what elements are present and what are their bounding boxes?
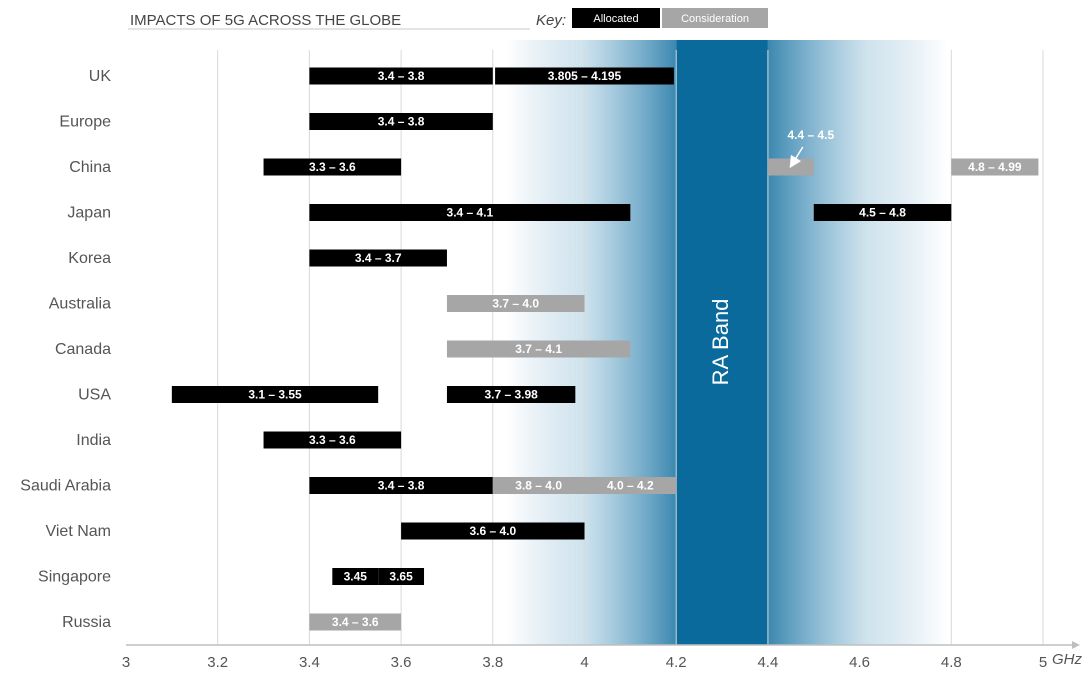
legend: Allocated Consideration xyxy=(572,8,768,28)
range-bar-china xyxy=(951,158,1039,176)
range-bar-label-japan: 3.4 – 4.1 xyxy=(447,206,494,220)
country-label-canada: Canada xyxy=(55,341,111,358)
range-bar-india xyxy=(263,431,402,449)
range-bar-label-china: 4.8 – 4.99 xyxy=(968,160,1022,174)
country-label-usa: USA xyxy=(78,387,111,404)
range-bar-label-india: 3.3 – 3.6 xyxy=(309,433,356,447)
legend-key-label: Key: xyxy=(536,12,566,29)
annotation-arrow xyxy=(789,146,804,169)
x-axis-arrow xyxy=(1072,641,1080,649)
legend-label-consideration: Consideration xyxy=(681,13,749,25)
chart-title: IMPACTS OF 5G ACROSS THE GLOBE xyxy=(130,12,401,29)
legend-swatch-consideration xyxy=(662,8,768,28)
range-bar-saudi-arabia xyxy=(492,477,585,494)
x-tick-label: 3.4 xyxy=(299,654,320,671)
range-bar-china xyxy=(263,158,402,176)
x-axis: 3 3.2 3.4 3.6 3.8 4 4.2 4.4 4.6 4.8 5 GHz xyxy=(122,641,1083,671)
country-label-saudi-arabia: Saudi Arabia xyxy=(20,478,111,495)
x-tick-label: 4.2 xyxy=(666,654,687,671)
x-tick-label: 3 xyxy=(122,654,130,671)
range-bar-label-korea: 3.4 – 3.7 xyxy=(355,251,402,265)
range-bar-label-usa: 3.1 – 3.55 xyxy=(248,388,302,402)
annotations: 4.4 – 4.5 xyxy=(787,128,834,169)
range-bar-label-china: 3.3 – 3.6 xyxy=(309,160,356,174)
range-bar-label-usa: 3.7 – 3.98 xyxy=(484,388,538,402)
range-bar-label-uk: 3.4 – 3.8 xyxy=(378,69,425,83)
country-label-viet-nam: Viet Nam xyxy=(45,523,111,540)
range-bar-label-australia: 3.7 – 4.0 xyxy=(492,297,539,311)
ra-band-region: RA Band xyxy=(506,40,948,645)
range-bar-label-saudi-arabia: 3.4 – 3.8 xyxy=(378,479,425,493)
x-tick-label: 3.2 xyxy=(207,654,228,671)
country-label-singapore: Singapore xyxy=(38,569,111,586)
x-tick-label: 4 xyxy=(580,654,588,671)
x-axis-unit: GHz xyxy=(1052,651,1083,668)
country-label-korea: Korea xyxy=(68,250,111,267)
country-label-uk: UK xyxy=(89,68,112,85)
x-tick-label: 3.8 xyxy=(482,654,503,671)
legend-label-allocated: Allocated xyxy=(593,13,638,25)
range-bar-label-europe: 3.4 – 3.8 xyxy=(378,115,425,129)
range-bars: 3.4 – 3.8 3.805 – 4.195 3.4 – 3.8 3.3 – 3.6… xyxy=(171,67,1039,631)
range-bar-label-saudi-arabia: 3.8 – 4.0 xyxy=(515,479,562,493)
country-label-japan: Japan xyxy=(67,205,111,222)
ra-band xyxy=(676,40,768,645)
range-bar-europe xyxy=(309,113,493,130)
annotation-text: 4.4 – 4.5 xyxy=(787,128,834,142)
country-label-india: India xyxy=(76,432,111,449)
range-bar-usa xyxy=(171,386,379,403)
legend-swatch-allocated xyxy=(572,8,660,28)
band-glow-right xyxy=(767,40,948,645)
range-bar-china xyxy=(767,158,814,176)
ra-band-label: RA Band xyxy=(708,299,733,386)
range-bar-singapore xyxy=(332,568,379,585)
x-tick-label: 4.6 xyxy=(849,654,870,671)
range-bar-korea xyxy=(309,249,447,267)
range-bar-label-japan: 4.5 – 4.8 xyxy=(859,206,906,220)
range-bar-australia xyxy=(446,295,585,312)
x-tick-label: 4.4 xyxy=(757,654,778,671)
range-bar-label-uk: 3.805 – 4.195 xyxy=(548,69,622,83)
range-bar-viet-nam xyxy=(401,522,585,540)
range-bar-label-canada: 3.7 – 4.1 xyxy=(515,342,562,356)
country-label-australia: Australia xyxy=(49,296,111,313)
range-bar-uk xyxy=(309,67,493,85)
country-label-russia: Russia xyxy=(62,614,111,631)
range-bar-japan xyxy=(309,204,631,221)
range-bar-label-singapore: 3.45 xyxy=(344,570,368,584)
range-bar-label-saudi-arabia: 4.0 – 4.2 xyxy=(607,479,654,493)
gridlines xyxy=(217,50,1044,645)
x-tick-label: 4.8 xyxy=(941,654,962,671)
range-bar-label-viet-nam: 3.6 – 4.0 xyxy=(469,524,516,538)
range-bar-saudi-arabia xyxy=(584,477,677,494)
range-bar-usa xyxy=(446,386,576,403)
x-tick-label: 5 xyxy=(1039,654,1047,671)
range-bar-label-singapore: 3.65 xyxy=(389,570,413,584)
x-tick-label: 3.6 xyxy=(391,654,412,671)
country-label-europe: Europe xyxy=(59,114,111,131)
range-bar-saudi-arabia xyxy=(309,477,493,494)
range-bar-singapore xyxy=(378,568,425,585)
range-bar-canada xyxy=(446,340,631,358)
range-bar-label-russia: 3.4 – 3.6 xyxy=(332,615,379,629)
range-bar-japan xyxy=(813,204,952,221)
range-bar-russia xyxy=(309,613,402,631)
country-labels: UK Europe China Japan Korea Australia Canada US… xyxy=(20,68,111,631)
country-label-china: China xyxy=(69,159,111,176)
range-bar-uk xyxy=(495,67,674,85)
